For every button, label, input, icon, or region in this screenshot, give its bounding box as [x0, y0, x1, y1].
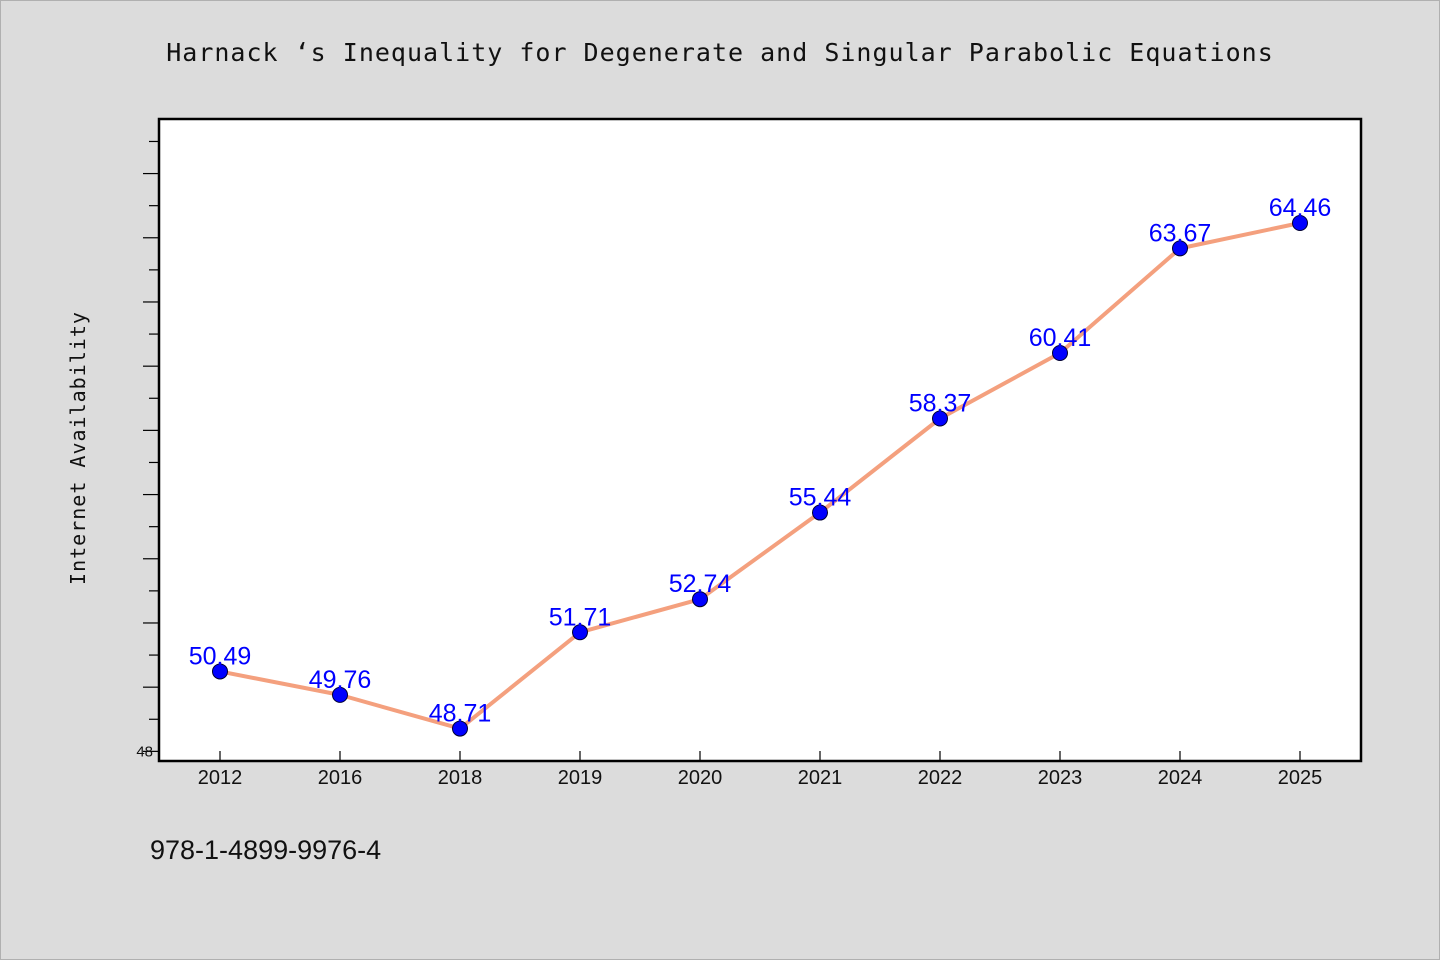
x-tick-label: 2021: [798, 767, 843, 789]
plot-area: [157, 117, 1363, 763]
x-tick-label: 2018: [438, 767, 483, 789]
isbn-text: 978-1-4899-9976-4: [150, 835, 382, 865]
data-labels: 50.49 49.76 48.71 51.71 52.74 55.44 58.37 60.41…: [189, 194, 1332, 728]
y-axis-ticks: 48: [136, 140, 159, 760]
x-tick-label: 2012: [198, 767, 243, 789]
x-tick-label: 2019: [558, 767, 603, 789]
data-label: 49.76: [309, 666, 372, 694]
data-label: 63.67: [1149, 219, 1212, 247]
data-label: 60.41: [1029, 324, 1092, 352]
data-point: [692, 591, 708, 608]
data-label: 50.49: [189, 642, 252, 670]
series-group: [212, 215, 1308, 737]
x-axis-ticks: 2012 2016 2018 2019 2020 2021 2022 2023 2024 2025: [198, 751, 1323, 789]
data-point: [812, 504, 828, 521]
data-point: [1052, 345, 1068, 362]
data-point: [1172, 240, 1188, 257]
series-line: [219, 221, 1301, 731]
x-tick-label: 2022: [918, 767, 963, 789]
data-label: 55.44: [789, 484, 852, 512]
y-tick-label: 48: [136, 743, 153, 760]
data-label: 58.37: [909, 389, 972, 417]
data-point: [1292, 215, 1308, 232]
data-label: 52.74: [669, 570, 732, 598]
data-point: [212, 663, 228, 680]
x-tick-label: 2016: [318, 767, 363, 789]
x-tick-label: 2025: [1278, 767, 1323, 789]
data-label: 51.71: [549, 603, 612, 631]
data-point: [932, 410, 948, 427]
data-label: 48.71: [429, 700, 492, 728]
chart-title: Harnack ‘s Inequality for Degenerate and…: [166, 38, 1274, 67]
x-tick-label: 2020: [678, 767, 723, 789]
data-point: [572, 624, 588, 641]
x-tick-label: 2023: [1038, 767, 1083, 789]
data-point: [452, 720, 468, 737]
data-label: 64.46: [1269, 194, 1332, 222]
data-point: [332, 686, 348, 703]
x-tick-label: 2024: [1158, 767, 1203, 789]
